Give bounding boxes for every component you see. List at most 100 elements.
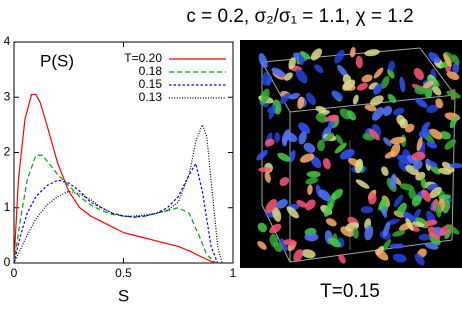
particle — [262, 72, 270, 86]
particle — [264, 138, 275, 147]
particle — [317, 139, 325, 152]
particle — [396, 202, 407, 217]
particle — [314, 64, 324, 74]
particle — [381, 166, 389, 176]
particle — [413, 67, 424, 80]
particle — [426, 141, 438, 149]
particle — [322, 158, 331, 170]
particle — [389, 173, 397, 189]
particle — [392, 107, 405, 116]
particle — [331, 90, 343, 101]
particle — [257, 240, 267, 250]
particle — [399, 76, 406, 93]
particle — [390, 136, 406, 145]
y-tick-label: 2 — [4, 145, 11, 159]
particle — [273, 241, 283, 252]
particle — [274, 132, 280, 143]
particle — [399, 118, 408, 129]
particle — [446, 71, 460, 81]
particle — [382, 221, 391, 237]
legend-label: 0.18 — [139, 64, 163, 78]
particle — [435, 98, 444, 109]
x-axis-label: S — [118, 286, 129, 305]
particle — [381, 75, 390, 89]
particle — [328, 237, 341, 248]
particle — [324, 132, 334, 142]
particle — [283, 72, 293, 81]
particle — [283, 239, 297, 246]
particle — [349, 47, 356, 58]
particle — [361, 74, 373, 83]
particle — [310, 48, 323, 61]
particle — [364, 104, 377, 112]
particle — [346, 110, 356, 121]
particle — [280, 238, 288, 252]
particle — [342, 79, 356, 91]
particle — [352, 227, 359, 239]
particle — [444, 139, 456, 150]
particle — [399, 183, 415, 191]
particle — [355, 179, 370, 189]
particle — [425, 159, 438, 168]
particle — [378, 196, 388, 211]
particle — [424, 219, 438, 226]
particle — [257, 222, 267, 233]
x-tick-label: 0 — [11, 266, 18, 280]
particle — [388, 60, 396, 72]
particle — [299, 153, 315, 163]
particle — [387, 94, 397, 103]
particle — [413, 208, 422, 219]
legend-label: 0.15 — [139, 77, 163, 91]
particle — [421, 189, 431, 202]
particle — [354, 158, 364, 174]
data-line — [13, 123, 223, 264]
particle — [265, 198, 278, 214]
y-tick-label: 3 — [4, 89, 11, 103]
particle — [305, 199, 316, 211]
legend-label: T=0.20 — [124, 51, 162, 65]
data-line — [13, 93, 218, 264]
legend-label: 0.13 — [139, 90, 163, 104]
particle — [355, 55, 363, 69]
data-line — [13, 154, 216, 264]
particle — [411, 151, 426, 161]
plot-frame — [13, 41, 234, 264]
particle — [446, 90, 461, 99]
particle — [449, 162, 462, 169]
particle — [383, 137, 392, 147]
data-line — [13, 161, 219, 264]
particle — [297, 96, 305, 110]
particle — [408, 188, 417, 200]
y-axis-label: P(S) — [40, 51, 74, 70]
particle — [277, 152, 291, 162]
particle — [370, 95, 384, 106]
particle — [306, 170, 321, 178]
particle — [276, 199, 288, 209]
particle — [325, 218, 337, 227]
particle — [384, 151, 396, 159]
particle — [439, 131, 451, 140]
particle — [412, 221, 425, 228]
particle — [412, 160, 423, 170]
particle — [272, 206, 282, 222]
particle — [293, 249, 304, 262]
particle — [335, 134, 344, 145]
particle — [304, 232, 319, 242]
particle — [368, 193, 377, 205]
particle — [261, 88, 270, 104]
particle — [315, 105, 327, 113]
particle — [427, 226, 441, 240]
particle — [392, 230, 406, 237]
particle — [416, 136, 423, 152]
particle — [286, 206, 299, 219]
particle — [374, 248, 389, 261]
simulation-render — [240, 40, 462, 268]
particle — [424, 242, 439, 250]
particle — [269, 223, 282, 234]
particle — [438, 167, 452, 175]
particle — [446, 224, 460, 235]
particle — [318, 189, 331, 202]
particle — [415, 97, 428, 108]
particle — [431, 85, 442, 96]
particle — [258, 167, 272, 173]
